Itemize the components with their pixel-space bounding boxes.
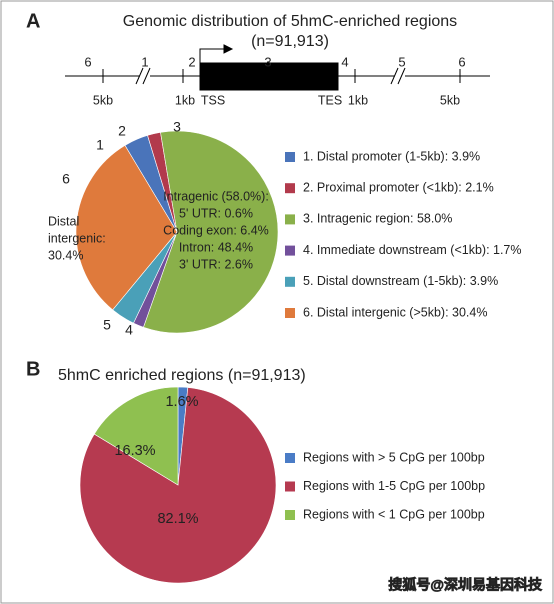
annotation: Intron: 48.4% — [179, 240, 253, 254]
data-label: 1.6% — [165, 394, 198, 410]
panel-label: B — [26, 358, 40, 380]
legend-swatch — [285, 481, 295, 492]
legend-swatch — [285, 183, 295, 194]
legend-swatch — [285, 308, 295, 318]
legend-swatch — [285, 152, 295, 162]
panel-label: A — [26, 10, 40, 32]
legend-label: 5. Distal downstream (1-5kb): 3.9% — [303, 274, 498, 288]
annotation: intergenic: — [48, 231, 106, 245]
tss-arrow — [199, 48, 228, 63]
annotation: 3' UTR: 2.6% — [179, 257, 253, 271]
legend-swatch — [285, 510, 295, 520]
annotation: Intragenic (58.0%): — [163, 189, 269, 203]
position-label: TSS — [201, 93, 225, 107]
region-number: 6 — [84, 54, 91, 69]
annotation: 30.4% — [48, 248, 83, 262]
legend-swatch — [285, 276, 295, 287]
legend-label: 4. Immediate downstream (<1kb): 1.7% — [303, 243, 522, 257]
gene-diagram — [65, 44, 490, 91]
slice-label: 6 — [62, 171, 70, 187]
watermark: 搜狐号@深圳易基因科技 — [388, 577, 543, 593]
legend-label: 6. Distal intergenic (>5kb): 30.4% — [303, 305, 487, 319]
position-label: 5kb — [93, 93, 113, 107]
pie-slice — [93, 386, 179, 486]
chart-title: Genomic distribution of 5hmC-enriched re… — [123, 13, 457, 30]
chart-subtitle: (n=91,913) — [251, 33, 329, 50]
region-number: 6 — [458, 54, 465, 69]
annotation: Coding exon: 6.4% — [163, 223, 269, 237]
legend-label: 1. Distal promoter (1-5kb): 3.9% — [303, 149, 480, 163]
chart-title: 5hmC enriched regions (n=91,913) — [58, 367, 306, 384]
slice-label: 3 — [173, 119, 181, 135]
legend-swatch — [285, 214, 295, 225]
legend-swatch — [285, 453, 295, 463]
region-number: 5 — [398, 54, 405, 69]
region-number: 2 — [188, 54, 195, 69]
slice-label: 5 — [103, 317, 111, 333]
annotation: 5' UTR: 0.6% — [179, 206, 253, 220]
legend-label: 3. Intragenic region: 58.0% — [303, 212, 452, 226]
legend-label: 2. Proximal promoter (<1kb): 2.1% — [303, 180, 494, 194]
position-label: 1kb — [175, 93, 195, 107]
position-label: TES — [318, 93, 342, 107]
slice-label: 2 — [118, 123, 126, 139]
position-label: 5kb — [440, 93, 460, 107]
gene-body — [199, 62, 339, 91]
annotation: Distal — [48, 214, 79, 228]
region-number: 1 — [141, 54, 148, 69]
legend-label: Regions with > 5 CpG per 100bp — [303, 450, 485, 464]
data-label: 16.3% — [114, 443, 155, 459]
pie-slice — [143, 130, 279, 334]
pie-slice — [75, 145, 178, 311]
legend-label: Regions with 1-5 CpG per 100bp — [303, 479, 485, 493]
data-label: 82.1% — [157, 511, 198, 527]
slice-label: 1 — [96, 137, 104, 153]
region-number: 4 — [341, 54, 348, 69]
break-mark — [135, 67, 406, 85]
legend-swatch — [285, 245, 295, 256]
region-number: 3 — [264, 54, 271, 69]
arrow-head — [223, 44, 234, 54]
legend-label: Regions with < 1 CpG per 100bp — [303, 507, 485, 521]
position-label: 1kb — [348, 93, 368, 107]
slice-label: 4 — [125, 322, 133, 338]
